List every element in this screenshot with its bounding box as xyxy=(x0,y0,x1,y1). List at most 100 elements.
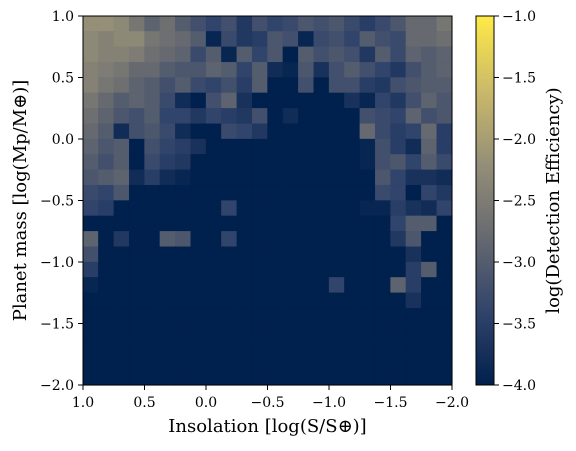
heatmap-cell xyxy=(159,354,176,371)
heatmap-cell xyxy=(205,184,222,202)
heatmap-cell xyxy=(359,154,376,171)
heatmap-cell xyxy=(205,123,222,140)
heatmap-cell xyxy=(251,77,269,94)
heatmap-cell xyxy=(313,138,330,155)
heatmap-cell xyxy=(267,246,284,263)
heatmap-cell xyxy=(328,77,345,94)
heatmap-cell xyxy=(344,292,361,309)
heatmap-cell xyxy=(328,31,345,48)
heatmap-cell xyxy=(128,261,146,278)
heatmap-cell xyxy=(436,277,453,294)
heatmap-cell xyxy=(374,77,392,94)
heatmap-cell xyxy=(82,261,99,278)
heatmap-cell xyxy=(113,323,130,340)
heatmap-cell xyxy=(251,138,269,155)
heatmap-cell xyxy=(405,354,422,371)
heatmap-cell xyxy=(236,154,253,171)
heatmap-cell xyxy=(344,61,361,79)
heatmap-cell xyxy=(82,46,99,63)
heatmap-cell xyxy=(190,261,207,278)
heatmap-cell xyxy=(251,307,269,325)
heatmap-cell xyxy=(98,338,115,355)
heatmap-cell xyxy=(251,169,269,186)
heatmap-cell xyxy=(298,154,315,171)
heatmap-cell xyxy=(390,138,407,155)
heatmap-cell xyxy=(390,369,407,386)
heatmap-cell xyxy=(267,307,284,325)
heatmap-cell xyxy=(175,184,192,202)
heatmap-cell xyxy=(436,169,453,186)
heatmap-cell xyxy=(205,15,222,32)
heatmap-cell xyxy=(313,323,330,340)
heatmap-cell xyxy=(359,31,376,48)
heatmap-cell xyxy=(190,46,207,63)
heatmap-cell xyxy=(236,231,253,248)
heatmap-cell xyxy=(175,277,192,294)
x-tick-label: −1.5 xyxy=(374,395,408,411)
heatmap-cell xyxy=(421,15,438,32)
heatmap-cell xyxy=(159,231,176,248)
heatmap-cell xyxy=(282,369,299,386)
heatmap-cell xyxy=(405,108,422,125)
heatmap-cell xyxy=(236,307,253,325)
heatmap-cell xyxy=(236,292,253,309)
heatmap-cell xyxy=(436,77,453,94)
heatmap-cell xyxy=(390,169,407,186)
heatmap-cell xyxy=(128,292,146,309)
heatmap-cell xyxy=(390,307,407,325)
heatmap-cell xyxy=(328,369,345,386)
heatmap-cell xyxy=(344,15,361,32)
heatmap-cell xyxy=(175,31,192,48)
heatmap-cell xyxy=(251,338,269,355)
heatmap-cell xyxy=(359,277,376,294)
heatmap-cell xyxy=(328,307,345,325)
heatmap-cell xyxy=(159,307,176,325)
heatmap-cell xyxy=(405,323,422,340)
heatmap-cell xyxy=(313,108,330,125)
heatmap-cell xyxy=(344,123,361,140)
heatmap-cell xyxy=(251,354,269,371)
heatmap-cell xyxy=(82,92,99,109)
heatmap-cell xyxy=(267,61,284,79)
heatmap-cell xyxy=(282,277,299,294)
heatmap-cell xyxy=(313,169,330,186)
heatmap-cell xyxy=(175,200,192,217)
heatmap-cell xyxy=(359,231,376,248)
heatmap-cell xyxy=(205,369,222,386)
colorbar-tick-label: −1.0 xyxy=(502,9,536,25)
heatmap-cell xyxy=(98,307,115,325)
x-tick-label: 0.5 xyxy=(133,395,155,411)
heatmap-cell xyxy=(421,277,438,294)
heatmap-cell xyxy=(359,61,376,79)
heatmap-cell xyxy=(436,369,453,386)
heatmap-cell xyxy=(374,277,392,294)
heatmap-cell xyxy=(190,123,207,140)
heatmap-cell xyxy=(221,231,238,248)
heatmap-cell xyxy=(98,61,115,79)
heatmap-cell xyxy=(267,31,284,48)
heatmap-cell xyxy=(282,323,299,340)
heatmap-cell xyxy=(190,338,207,355)
heatmap-cell xyxy=(374,138,392,155)
heatmap-cell xyxy=(313,46,330,63)
heatmap-cell xyxy=(359,292,376,309)
heatmap-cell xyxy=(82,338,99,355)
heatmap-cell xyxy=(128,200,146,217)
heatmap-cell xyxy=(390,323,407,340)
heatmap-cell xyxy=(421,261,438,278)
heatmap-cell xyxy=(128,323,146,340)
heatmap-cell xyxy=(421,123,438,140)
heatmap-cell xyxy=(82,138,99,155)
heatmap-cell xyxy=(390,77,407,94)
heatmap-cell xyxy=(390,123,407,140)
heatmap-cell xyxy=(390,61,407,79)
heatmap-cell xyxy=(359,92,376,109)
heatmap-cell xyxy=(298,31,315,48)
heatmap-cell xyxy=(190,31,207,48)
heatmap-cell xyxy=(282,354,299,371)
heatmap-cell xyxy=(298,123,315,140)
heatmap-cell xyxy=(421,31,438,48)
heatmap-cell xyxy=(175,231,192,248)
heatmap-cell xyxy=(313,77,330,94)
heatmap-cell xyxy=(421,215,438,232)
